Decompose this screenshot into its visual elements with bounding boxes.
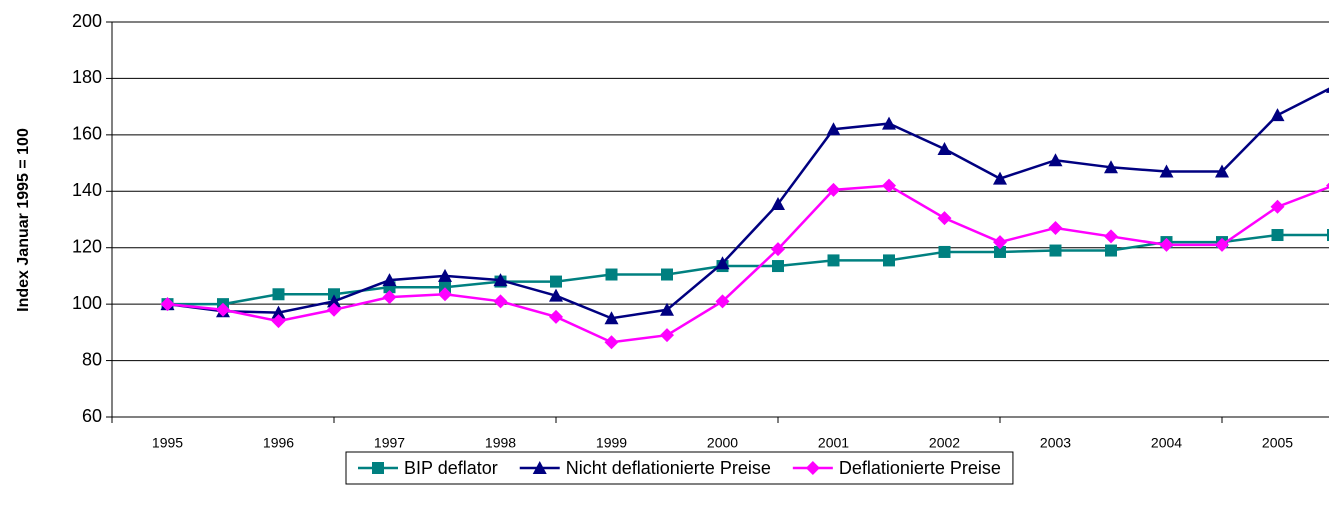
marker	[993, 235, 1007, 250]
y-tick-label: 60	[82, 406, 102, 426]
marker	[1048, 220, 1063, 235]
marker	[438, 268, 452, 282]
x-tick-label: 1999	[596, 435, 627, 451]
x-tick-label: 1998	[485, 435, 516, 451]
marker	[1326, 182, 1329, 189]
legend-marker	[372, 462, 384, 474]
marker	[771, 196, 785, 210]
marker	[772, 260, 784, 273]
marker	[771, 242, 785, 257]
x-tick-label: 2000	[707, 435, 738, 451]
legend-marker	[532, 461, 547, 474]
marker	[271, 305, 286, 319]
marker	[660, 302, 674, 316]
series-line	[167, 184, 1329, 344]
marker	[826, 122, 841, 136]
marker	[327, 302, 341, 317]
y-tick-label: 80	[82, 349, 102, 369]
marker	[272, 288, 285, 301]
marker	[493, 273, 508, 287]
marker	[1271, 229, 1284, 242]
legend-marker	[805, 461, 820, 475]
x-tick-label: 1995	[152, 435, 183, 451]
y-tick-label: 160	[72, 124, 102, 144]
y-tick-label: 120	[72, 236, 102, 256]
marker	[604, 311, 619, 325]
marker	[661, 268, 673, 281]
marker	[1159, 164, 1174, 178]
marker	[882, 116, 896, 130]
marker	[216, 302, 230, 317]
marker	[1327, 229, 1329, 242]
marker	[327, 294, 341, 308]
marker	[1215, 237, 1229, 252]
x-tick-label: 1996	[263, 435, 294, 451]
marker	[549, 288, 563, 302]
marker	[1104, 160, 1118, 174]
x-tick-label: 1997	[374, 435, 405, 451]
marker	[882, 178, 896, 193]
marker	[1270, 199, 1285, 214]
marker	[439, 281, 451, 294]
marker	[937, 141, 952, 155]
marker	[1049, 244, 1062, 257]
series-line	[167, 87, 1329, 320]
marker	[1159, 237, 1174, 252]
legend-label: BIP deflator	[404, 458, 498, 478]
marker	[938, 245, 951, 258]
marker	[328, 288, 340, 301]
marker	[826, 182, 841, 197]
marker	[1104, 229, 1118, 244]
marker	[1326, 87, 1329, 93]
x-tick-label: 2003	[1040, 435, 1071, 451]
marker	[604, 335, 619, 350]
marker	[271, 314, 286, 329]
legend: BIP deflator Nicht deflationierte Preise D…	[345, 451, 1014, 485]
legend-box	[345, 451, 1014, 485]
y-tick-label: 180	[72, 67, 102, 87]
marker	[660, 328, 674, 343]
y-axis-label: Index Januar 1995 = 100	[15, 128, 32, 312]
marker	[382, 273, 397, 287]
marker	[994, 245, 1006, 258]
marker	[1105, 244, 1117, 257]
marker	[382, 290, 397, 305]
marker	[1048, 153, 1063, 167]
series-line	[167, 233, 1329, 306]
marker	[438, 287, 452, 302]
y-tick-label: 200	[72, 11, 102, 31]
marker	[550, 275, 562, 288]
y-tick-label: 100	[72, 293, 102, 313]
marker	[605, 268, 618, 281]
x-tick-label: 2002	[929, 435, 960, 451]
y-tick-label: 140	[72, 180, 102, 200]
marker	[493, 294, 508, 309]
marker	[549, 309, 563, 324]
marker	[937, 211, 952, 226]
x-tick-label: 2005	[1262, 435, 1293, 451]
marker	[1215, 164, 1229, 178]
marker	[993, 171, 1007, 185]
marker	[827, 254, 840, 267]
legend-label: Nicht deflationierte Preise	[566, 458, 771, 478]
marker	[715, 256, 730, 270]
marker	[160, 297, 175, 312]
marker	[715, 294, 730, 309]
marker	[1270, 108, 1285, 122]
marker	[883, 254, 895, 267]
x-tick-label: 2004	[1151, 435, 1182, 451]
x-tick-label: 2001	[818, 435, 849, 451]
legend-label: Deflationierte Preise	[839, 458, 1001, 478]
